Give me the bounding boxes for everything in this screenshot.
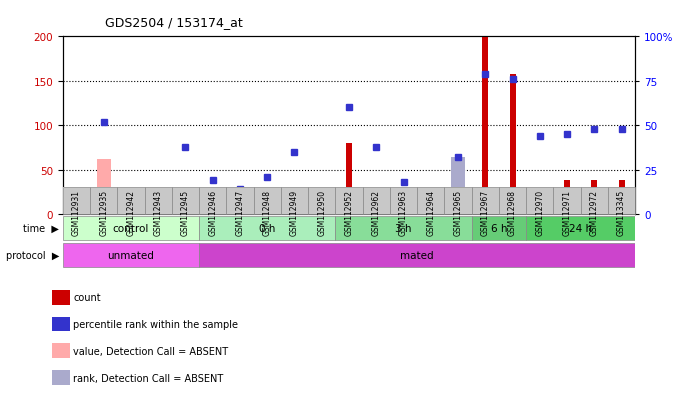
Bar <box>554 188 581 215</box>
Bar <box>537 197 543 215</box>
Bar <box>363 188 390 215</box>
Text: GSM112963: GSM112963 <box>399 189 408 235</box>
Bar <box>482 37 489 215</box>
Bar <box>199 188 226 215</box>
Bar <box>226 188 253 215</box>
Text: GSM112950: GSM112950 <box>318 189 326 235</box>
Text: GSM112935: GSM112935 <box>99 189 108 235</box>
Bar <box>445 188 472 215</box>
Bar <box>253 188 281 215</box>
Bar <box>199 216 335 240</box>
Bar <box>526 216 635 240</box>
Bar <box>97 160 110 215</box>
Text: GSM112931: GSM112931 <box>72 189 81 235</box>
Text: 3 h: 3 h <box>395 223 412 233</box>
Bar <box>209 211 216 215</box>
Bar <box>428 213 433 215</box>
Text: GSM112946: GSM112946 <box>208 189 217 235</box>
Text: protocol  ▶: protocol ▶ <box>6 250 59 260</box>
Text: control: control <box>113 223 149 233</box>
Bar <box>373 199 379 215</box>
Bar <box>63 243 199 267</box>
Text: value, Detection Call = ABSENT: value, Detection Call = ABSENT <box>73 346 228 356</box>
Text: 24 h: 24 h <box>569 223 592 233</box>
Bar <box>128 213 134 215</box>
Bar <box>172 188 199 215</box>
Bar <box>199 243 635 267</box>
Bar <box>308 188 335 215</box>
Bar <box>117 188 144 215</box>
Text: rank, Detection Call = ABSENT: rank, Detection Call = ABSENT <box>73 373 223 383</box>
Bar <box>346 144 352 215</box>
Bar <box>618 181 625 215</box>
Bar <box>144 188 172 215</box>
Bar <box>424 206 438 215</box>
Bar <box>401 211 406 215</box>
Bar <box>564 181 570 215</box>
Bar <box>179 190 192 215</box>
Bar <box>73 211 80 215</box>
Bar <box>319 211 325 215</box>
Bar <box>560 202 574 215</box>
Bar <box>281 188 308 215</box>
Bar <box>591 181 597 215</box>
Bar <box>151 208 165 215</box>
Bar <box>455 211 461 215</box>
Text: GSM112948: GSM112948 <box>262 189 272 235</box>
Text: GSM112964: GSM112964 <box>426 189 436 235</box>
Bar <box>63 188 90 215</box>
Bar <box>288 193 302 215</box>
Text: unmated: unmated <box>107 250 154 260</box>
Text: GDS2504 / 153174_at: GDS2504 / 153174_at <box>105 16 242 29</box>
Bar <box>155 211 161 215</box>
Bar <box>451 158 465 215</box>
Text: GSM112945: GSM112945 <box>181 189 190 235</box>
Text: mated: mated <box>401 250 434 260</box>
Text: GSM113345: GSM113345 <box>617 189 626 235</box>
Text: time  ▶: time ▶ <box>24 223 59 233</box>
Text: GSM112947: GSM112947 <box>235 189 244 235</box>
Bar <box>417 188 445 215</box>
Bar <box>260 206 274 215</box>
Text: GSM112949: GSM112949 <box>290 189 299 235</box>
Bar <box>608 188 635 215</box>
Bar <box>451 197 465 215</box>
Text: 0 h: 0 h <box>259 223 276 233</box>
Bar <box>335 216 472 240</box>
Bar <box>499 188 526 215</box>
Text: percentile rank within the sample: percentile rank within the sample <box>73 319 238 329</box>
Text: GSM112968: GSM112968 <box>508 189 517 235</box>
Text: GSM112971: GSM112971 <box>563 189 572 235</box>
Bar <box>90 188 117 215</box>
Text: GSM112972: GSM112972 <box>590 189 599 235</box>
Bar <box>581 188 608 215</box>
Bar <box>510 74 516 215</box>
Bar <box>206 210 220 215</box>
Bar <box>472 188 499 215</box>
Text: 6 h: 6 h <box>491 223 507 233</box>
Bar <box>526 188 554 215</box>
Text: GSM112943: GSM112943 <box>154 189 163 235</box>
Bar <box>292 213 297 215</box>
Text: count: count <box>73 292 101 302</box>
Bar <box>182 211 188 215</box>
Text: GSM112970: GSM112970 <box>535 189 544 235</box>
Text: GSM112942: GSM112942 <box>126 189 135 235</box>
Bar <box>101 211 107 215</box>
Bar <box>265 211 270 215</box>
Bar <box>390 188 417 215</box>
Text: GSM112962: GSM112962 <box>372 189 380 235</box>
Bar <box>472 216 526 240</box>
Bar <box>63 216 199 240</box>
Bar <box>335 188 363 215</box>
Bar <box>237 213 243 215</box>
Bar <box>396 201 410 215</box>
Text: GSM112967: GSM112967 <box>481 189 490 235</box>
Text: GSM112952: GSM112952 <box>345 189 353 235</box>
Text: GSM112965: GSM112965 <box>454 189 463 235</box>
